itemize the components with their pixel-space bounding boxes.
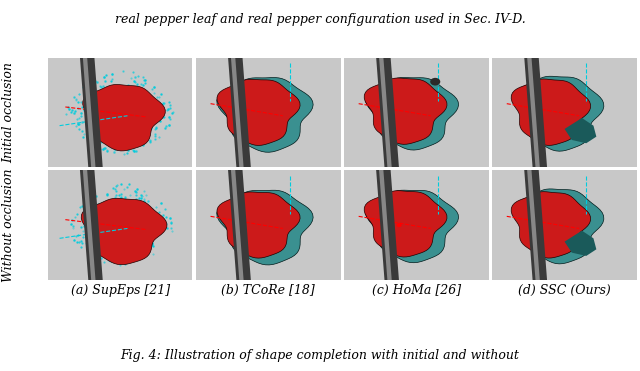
Polygon shape [217,192,300,258]
Polygon shape [231,55,244,170]
Polygon shape [228,55,251,170]
Text: Initial occlusion: Initial occlusion [2,62,15,163]
Polygon shape [511,192,591,258]
Polygon shape [83,55,96,170]
Polygon shape [365,78,458,150]
Circle shape [430,78,440,86]
Text: (a) SupEps [21]: (a) SupEps [21] [70,284,170,297]
Polygon shape [376,168,399,282]
Text: Fig. 4: Illustration of shape completion with initial and without: Fig. 4: Illustration of shape completion… [120,349,520,362]
Text: (c) HoMa [26]: (c) HoMa [26] [372,284,461,297]
Text: real pepper leaf and real pepper configuration used in Sec. IV-D.: real pepper leaf and real pepper configu… [115,13,525,26]
Polygon shape [564,231,596,256]
Polygon shape [217,78,313,152]
Polygon shape [364,191,447,257]
Polygon shape [80,168,103,282]
Polygon shape [83,168,96,282]
Polygon shape [80,55,103,170]
Polygon shape [83,85,165,151]
Text: Without occlusion: Without occlusion [2,168,15,282]
Polygon shape [527,55,540,170]
Polygon shape [81,198,167,265]
Polygon shape [217,190,313,265]
Text: (b) TCoRe [18]: (b) TCoRe [18] [221,284,316,297]
Polygon shape [379,55,392,170]
Polygon shape [514,76,604,151]
Polygon shape [217,79,300,145]
Polygon shape [231,168,244,282]
Polygon shape [376,55,399,170]
Polygon shape [564,118,596,143]
Polygon shape [228,168,251,282]
Circle shape [397,223,402,227]
Polygon shape [524,55,547,170]
Polygon shape [364,78,447,144]
Polygon shape [511,79,591,145]
Polygon shape [365,190,458,263]
Polygon shape [514,189,604,264]
Polygon shape [524,168,547,282]
Polygon shape [527,168,540,282]
Text: (d) SSC (Ours): (d) SSC (Ours) [518,284,611,297]
Polygon shape [379,168,392,282]
